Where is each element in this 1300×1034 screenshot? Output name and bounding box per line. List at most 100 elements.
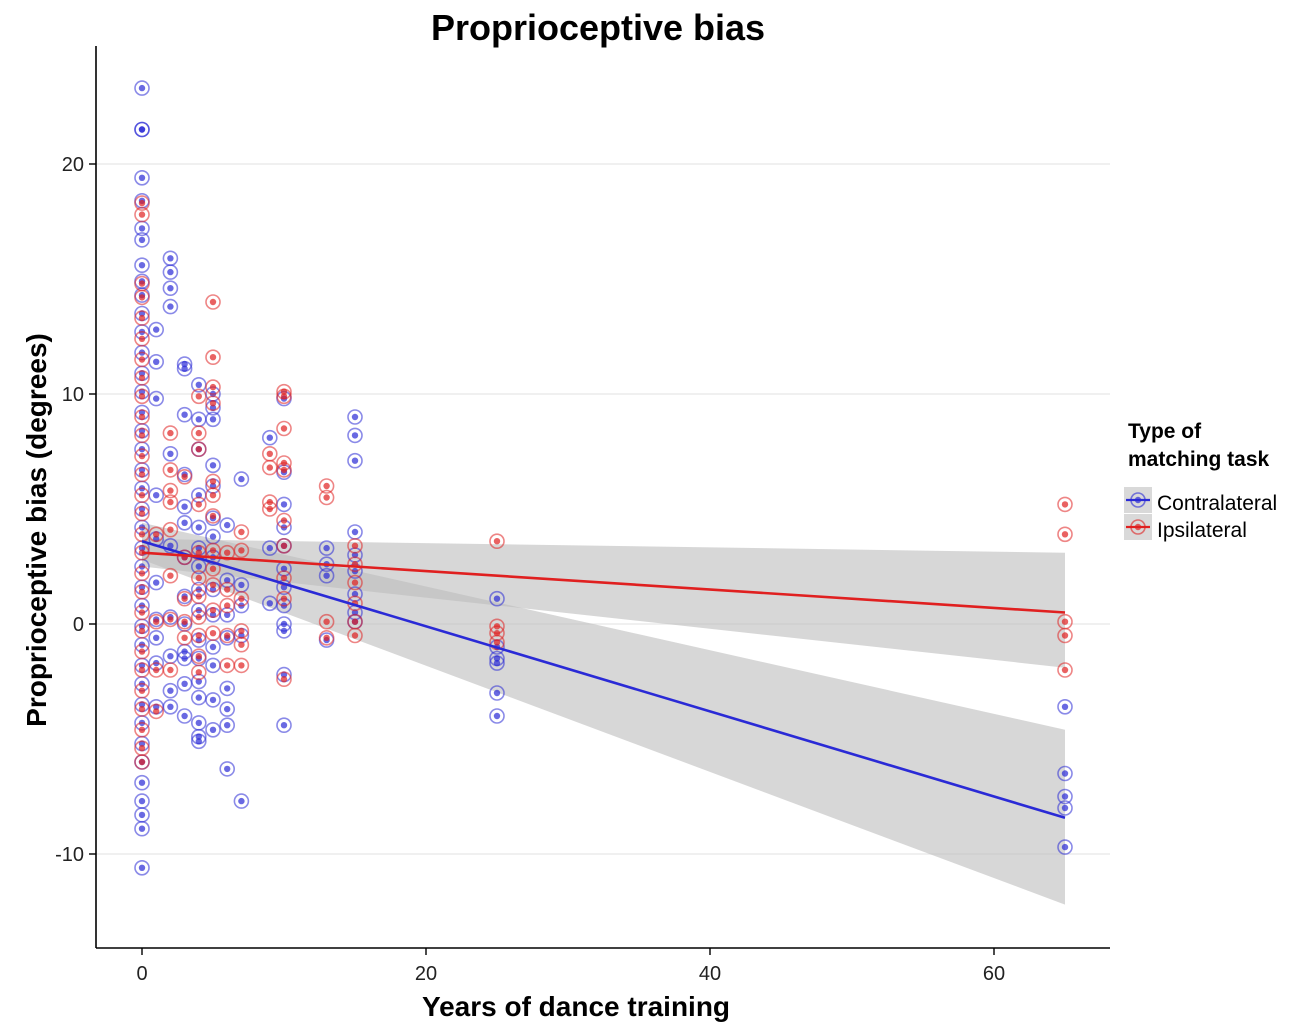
x-tick-label: 60 [983,963,1005,985]
point-ring [191,609,207,625]
point-dot [493,639,501,646]
point-contralateral [191,733,207,750]
point-ring [1057,698,1073,715]
point-contralateral [205,411,221,428]
point-dot [153,358,160,365]
point-dot [195,574,202,582]
point-ipsilateral [318,478,335,494]
point-contralateral [1057,839,1073,855]
point-dot [224,662,231,669]
point-contralateral [162,298,179,315]
point-dot [167,450,174,457]
point-dot [493,689,501,697]
point-dot [209,533,217,540]
point-contralateral [1057,800,1073,816]
point-ipsilateral [205,294,221,310]
point-contralateral [219,761,235,777]
point-contralateral [134,232,150,248]
legend-key-ring [1130,519,1146,535]
point-ipsilateral [162,494,179,510]
point-dot [195,416,202,423]
x-axis-label: Years of dance training [422,991,730,1022]
point-ipsilateral [191,496,207,513]
point-ring [276,590,292,607]
point-ring [205,577,221,593]
point-dot [153,492,160,499]
point-dot [153,634,160,641]
point-dot [138,471,146,478]
point-dot [323,494,330,501]
point-dot [1061,531,1069,538]
point-ring [205,692,221,708]
point-contralateral [148,629,164,646]
point-dot [224,549,231,556]
point-ipsilateral [176,468,193,485]
point-ring [162,494,179,510]
point-ring [205,508,221,524]
point-dot [224,602,231,609]
point-ring [1057,496,1073,513]
point-dot [138,687,146,694]
point-ring [162,264,179,280]
point-ipsilateral [162,521,179,538]
point-ring [261,501,278,517]
point-contralateral [176,360,193,377]
point-dot [138,648,146,655]
x-tick-label: 20 [415,963,437,985]
point-dot [138,570,146,577]
point-contralateral [162,280,179,297]
point-dot [238,797,245,805]
legend-key-dot [1134,496,1142,504]
point-dot [195,738,202,745]
point-dot [138,174,146,181]
point-contralateral [191,689,207,706]
point-dot [224,705,231,713]
point-dot [138,126,146,133]
point-ring [191,519,207,536]
point-ipsilateral [134,310,150,326]
point-dot [138,627,146,635]
point-dot [351,579,359,586]
point-ring [318,489,335,506]
point-ring [489,590,505,607]
point-ring [134,565,150,582]
point-dot [209,512,217,520]
point-dot [181,411,188,418]
point-dot [153,618,160,625]
point-dot [138,797,146,805]
point-ipsilateral [233,657,250,674]
point-ipsilateral [219,657,235,674]
point-dot [167,572,174,579]
point-contralateral [162,698,179,715]
point-dot [224,685,231,692]
point-dot [138,745,146,752]
point-ring [219,701,235,717]
point-dot [238,595,245,602]
point-dot [266,450,273,457]
point-ipsilateral [134,289,150,306]
point-dot [238,581,245,589]
point-ipsilateral [261,501,278,517]
legend-title-line1: Type of [1128,420,1202,443]
point-dot [1061,703,1069,710]
point-ring [134,859,150,876]
point-ring [148,574,164,591]
point-contralateral [233,793,250,809]
point-ring [276,388,292,405]
point-contralateral [276,717,292,734]
point-ring [148,629,164,646]
point-ring [233,657,250,674]
point-ring [134,409,150,425]
point-ring [233,590,250,607]
point-dot [138,393,146,400]
point-dot [1061,666,1069,674]
point-dot [138,294,146,301]
data-points [134,80,1073,876]
point-ring [205,349,221,366]
point-dot [224,521,231,529]
point-dot [280,574,288,582]
point-ring [276,717,292,734]
fit-line-ipsilateral [141,551,1066,614]
point-dot [493,712,501,720]
